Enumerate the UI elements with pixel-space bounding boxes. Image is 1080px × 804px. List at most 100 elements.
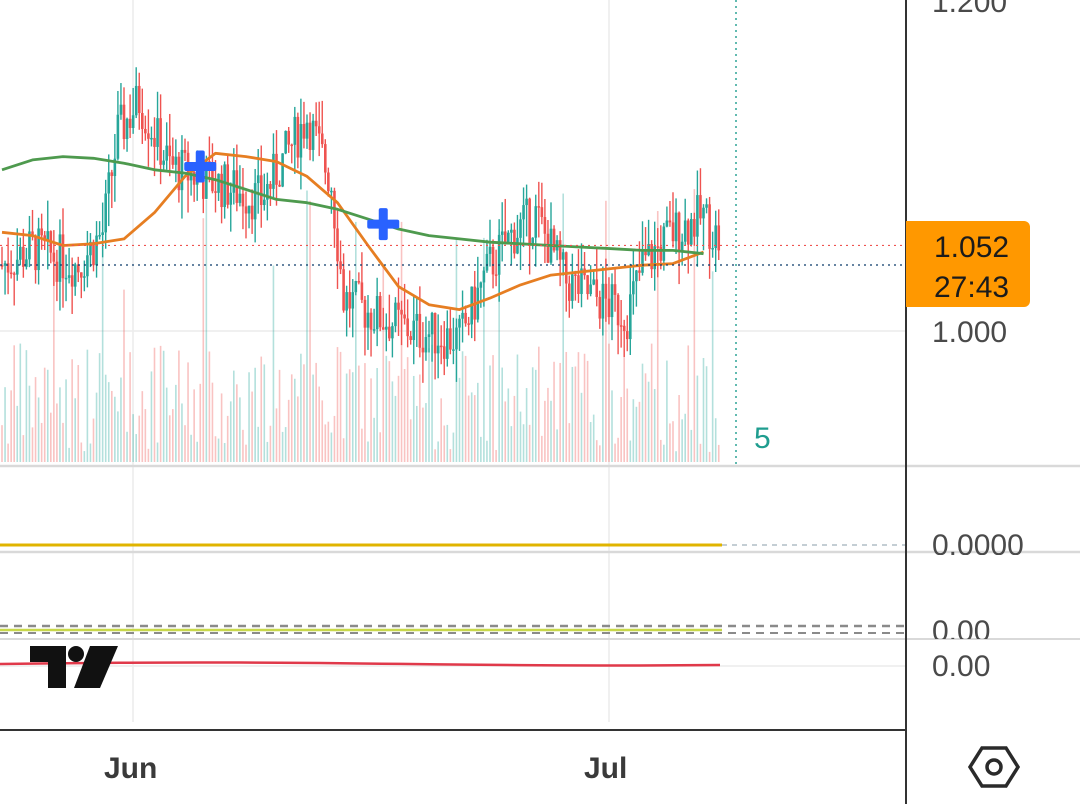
volume-bar	[379, 432, 381, 462]
volume-bar	[446, 424, 449, 462]
volume-bar	[580, 392, 583, 462]
volume-bar	[705, 366, 708, 462]
volume-bar	[675, 451, 677, 462]
oscillator-value-label: 0.00	[932, 617, 991, 639]
candle-body	[375, 296, 379, 330]
candle-body	[491, 246, 495, 275]
candle-body	[635, 270, 638, 282]
candle-body	[403, 314, 406, 319]
candle-body	[485, 253, 489, 271]
candle-body	[391, 326, 394, 339]
volume-bar	[638, 401, 641, 462]
volume-value-label: 5	[754, 422, 771, 455]
volume-bar	[141, 391, 144, 462]
candle-body	[147, 133, 150, 139]
volume-bar	[663, 444, 665, 462]
volume-bar	[458, 377, 461, 462]
volume-bar	[74, 398, 76, 462]
volume-bar	[147, 448, 150, 462]
volume-bar	[144, 409, 147, 462]
candle-body	[406, 318, 409, 337]
candle-body	[598, 296, 602, 319]
volume-bar	[312, 374, 314, 462]
chart-settings-button[interactable]	[966, 742, 1022, 792]
candle-body	[134, 85, 138, 116]
volume-bar	[461, 351, 464, 462]
volume-bar	[687, 345, 690, 462]
candle-body	[31, 231, 34, 236]
volume-bar	[452, 432, 455, 462]
candle-body	[354, 281, 358, 293]
candle-body	[449, 328, 452, 350]
volume-bar	[13, 345, 15, 462]
volume-bar	[165, 387, 168, 462]
volume-bar	[25, 350, 28, 462]
candle-body	[174, 156, 178, 165]
candle-body	[650, 244, 653, 270]
candle-layer	[0, 67, 721, 383]
candle-body	[86, 255, 89, 277]
moving-average-line	[1, 155, 704, 256]
candle-body	[381, 327, 385, 330]
volume-bar	[275, 408, 278, 462]
candle-body	[12, 273, 16, 275]
bar-countdown: 27:43	[934, 271, 1010, 304]
volume-bar	[4, 387, 6, 462]
candle-body	[180, 149, 184, 191]
candle-body	[305, 122, 309, 139]
volume-bar	[492, 355, 494, 462]
candle-body	[80, 272, 83, 278]
volume-bar	[617, 437, 619, 462]
volume-bar	[300, 353, 302, 462]
volume-bar	[370, 378, 372, 462]
volume-bar	[101, 241, 104, 462]
volume-bar	[129, 352, 131, 462]
volume-bar	[516, 354, 519, 462]
candle-body	[522, 205, 525, 220]
volume-bar	[556, 429, 558, 462]
candle-body	[327, 172, 330, 192]
candle-body	[101, 232, 104, 236]
volume-bar	[98, 353, 101, 462]
candle-body	[400, 309, 403, 315]
candle-body	[482, 270, 486, 283]
candle-body	[320, 133, 324, 145]
volume-bar	[284, 427, 287, 462]
candle-body	[595, 279, 599, 297]
volume-bar	[522, 424, 525, 462]
tradingview-logo[interactable]	[30, 646, 120, 693]
candle-body	[165, 145, 168, 161]
candle-body	[128, 118, 132, 128]
volume-bar	[214, 436, 217, 462]
candle-body	[92, 241, 95, 266]
candle-body	[113, 158, 117, 177]
volume-bar	[239, 397, 241, 462]
volume-bar	[534, 369, 537, 462]
candle-body	[607, 298, 611, 318]
candle-body	[442, 346, 446, 359]
candle-body	[519, 219, 522, 238]
volume-bar	[443, 425, 446, 462]
volume-bar	[181, 403, 183, 462]
volume-bar	[717, 444, 720, 462]
volume-bar	[437, 441, 439, 462]
volume-bar	[205, 199, 208, 462]
candle-body	[220, 173, 223, 208]
volume-bar	[342, 438, 345, 462]
candle-body	[104, 193, 107, 233]
moving-average-line	[1, 151, 704, 312]
volume-bar	[464, 355, 467, 462]
volume-bar	[361, 428, 363, 462]
volume-bar	[95, 392, 98, 462]
candle-body	[46, 231, 50, 242]
volume-bar	[550, 400, 552, 462]
volume-bar	[193, 389, 195, 462]
candle-body	[601, 283, 605, 319]
candle-body	[500, 231, 504, 235]
candle-body	[677, 212, 681, 252]
candle-body	[156, 118, 159, 147]
candle-body	[613, 284, 617, 295]
volume-bar	[416, 405, 418, 462]
